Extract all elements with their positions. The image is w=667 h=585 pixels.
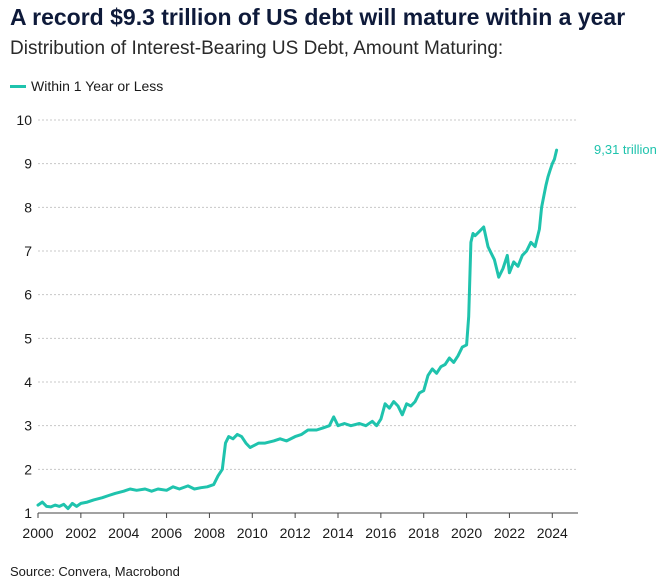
x-tick-label: 2010 bbox=[237, 525, 268, 541]
x-tick-label: 2020 bbox=[451, 525, 482, 541]
y-tick-label: 3 bbox=[24, 418, 32, 434]
y-tick-label: 1 bbox=[24, 505, 32, 521]
x-tick-label: 2008 bbox=[194, 525, 225, 541]
grid-lines bbox=[38, 119, 578, 470]
legend: Within 1 Year or Less bbox=[10, 78, 163, 94]
legend-label: Within 1 Year or Less bbox=[31, 78, 164, 94]
y-tick-label: 7 bbox=[24, 243, 32, 259]
y-tick-label: 10 bbox=[16, 112, 32, 128]
chart-title: A record $9.3 trillion of US debt will m… bbox=[10, 4, 626, 30]
x-tick-label: 2006 bbox=[151, 525, 182, 541]
x-tick-label: 2012 bbox=[280, 525, 311, 541]
source-note: Source: Convera, Macrobond bbox=[10, 564, 180, 579]
y-tick-label: 9 bbox=[24, 156, 32, 172]
y-tick-label: 6 bbox=[24, 287, 32, 303]
x-tick-label: 2002 bbox=[65, 525, 96, 541]
series-layer bbox=[36, 148, 559, 511]
x-tick-label: 2024 bbox=[537, 525, 568, 541]
x-tick-label: 2018 bbox=[408, 525, 439, 541]
x-tick-label: 2004 bbox=[108, 525, 139, 541]
legend-swatch bbox=[10, 84, 26, 88]
x-tick-label: 2022 bbox=[494, 525, 525, 541]
x-tick-label: 2000 bbox=[22, 525, 53, 541]
y-tick-label: 2 bbox=[24, 461, 32, 477]
x-tick-label: 2014 bbox=[322, 525, 353, 541]
x-tick-label: 2016 bbox=[365, 525, 396, 541]
axes bbox=[37, 512, 578, 518]
y-tick-label: 5 bbox=[24, 330, 32, 346]
tick-labels: 1 2 3 4 5 6 7 8 9 10 2000 2002 2004 2006 2008 2010 2012 2… bbox=[16, 112, 656, 541]
end-value-label: 9,31 trillion bbox=[594, 142, 657, 157]
series-line-within-1-year bbox=[36, 148, 559, 511]
y-tick-label: 4 bbox=[24, 374, 32, 390]
y-tick-label: 8 bbox=[24, 199, 32, 215]
chart-subtitle: Distribution of Interest-Bearing US Debt… bbox=[10, 38, 504, 59]
